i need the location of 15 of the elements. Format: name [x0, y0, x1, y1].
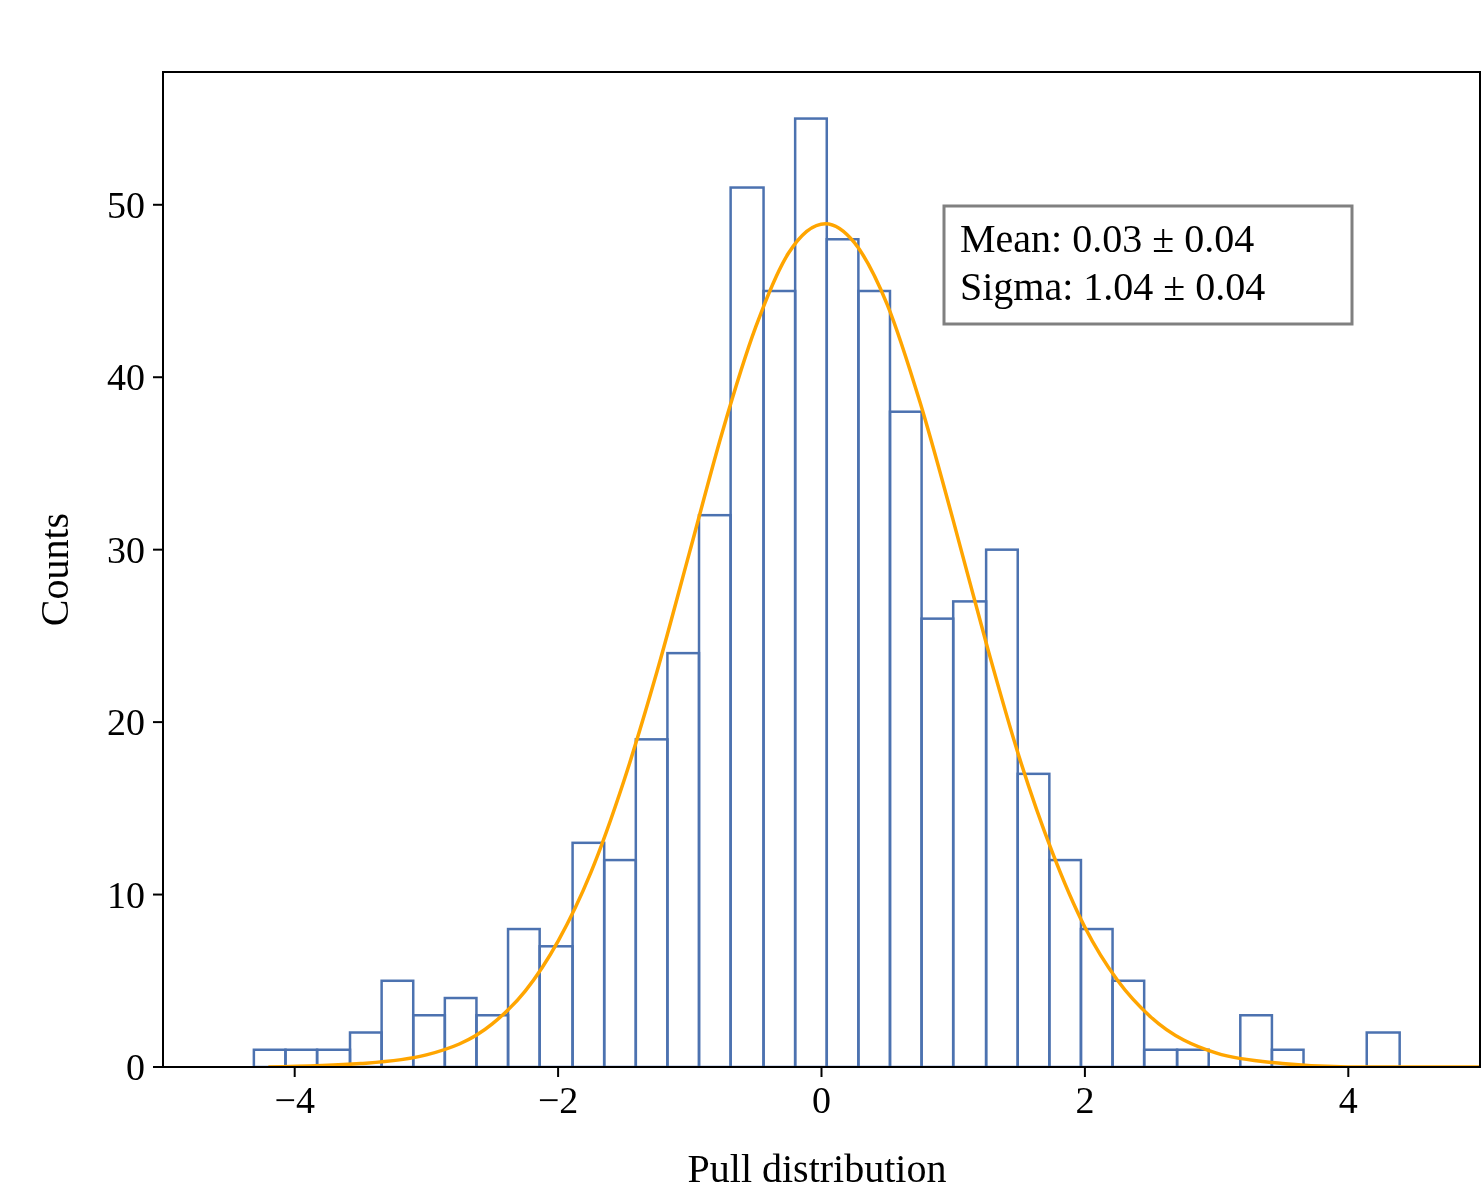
- annotation: Sigma: 1.04 ± 0.04: [960, 264, 1266, 309]
- y-tick-label: 40: [107, 356, 145, 399]
- y-tick-label: 20: [107, 701, 145, 744]
- annotation: Mean: 0.03 ± 0.04: [960, 216, 1255, 261]
- x-tick-label: 0: [812, 1079, 831, 1121]
- x-axis-title: Pull distribution: [687, 1146, 947, 1191]
- y-tick-label: 10: [107, 873, 145, 916]
- x-tick-label: 4: [1338, 1079, 1358, 1121]
- x-tick-label: −2: [537, 1079, 579, 1121]
- y-tick-label: 50: [107, 183, 145, 226]
- y-axis-title: Counts: [32, 512, 77, 627]
- x-tick-label: −4: [274, 1079, 315, 1121]
- y-tick-label: 30: [107, 528, 145, 571]
- x-tick-label: 2: [1075, 1079, 1095, 1121]
- y-tick-label: 0: [126, 1046, 145, 1088]
